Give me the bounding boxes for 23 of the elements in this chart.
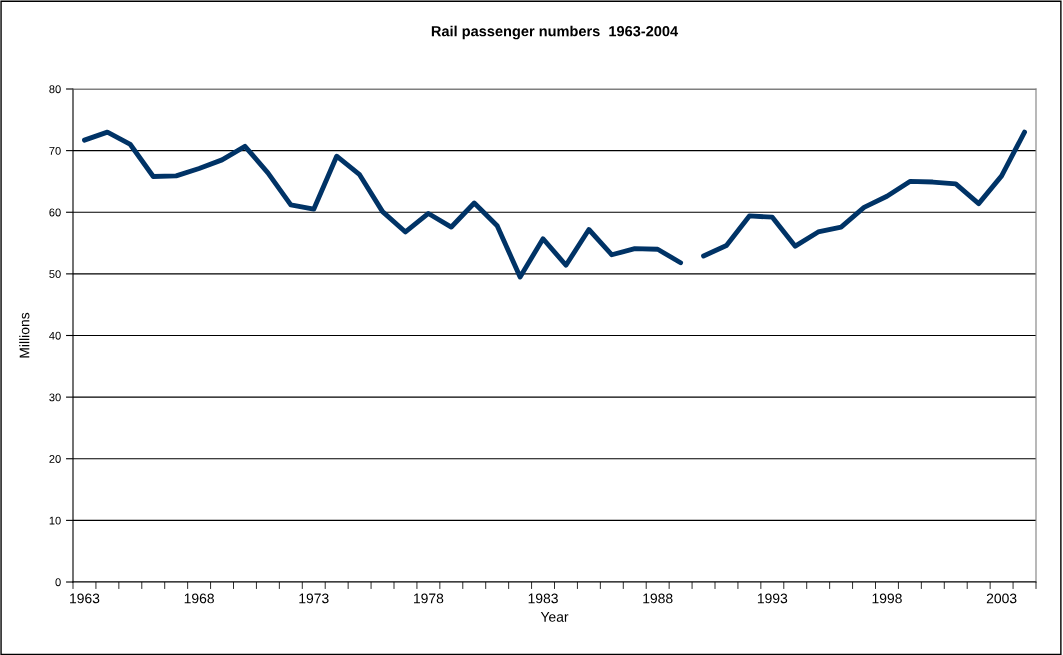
y-tick-label: 50	[49, 270, 61, 279]
x-tick-label: 1988	[643, 593, 673, 604]
x-tick-label: 2003	[986, 593, 1017, 604]
y-tick-label: 10	[49, 516, 61, 525]
x-tick-label: 1973	[299, 593, 329, 604]
x-tick-label: 1993	[757, 593, 788, 604]
x-tick-label: 1998	[872, 593, 902, 604]
x-axis-title: Year	[540, 612, 569, 622]
line-series	[82, 129, 684, 280]
x-tick-label: 1968	[184, 593, 214, 604]
y-tick-label: 30	[49, 393, 61, 402]
y-tick-label: 80	[49, 85, 61, 94]
y-tick-label: 40	[49, 331, 61, 340]
y-tick-label: 0	[55, 578, 61, 587]
x-tick-label: 1983	[528, 593, 558, 604]
chart-title: Rail passenger numbers 1963-2004	[431, 25, 679, 40]
y-tick-label: 20	[49, 455, 61, 463]
y-tick-label: 60	[49, 208, 61, 217]
line-series	[701, 129, 1027, 259]
x-tick-label: 1978	[414, 593, 444, 604]
x-tick-label: 1963	[70, 593, 100, 604]
y-tick-label: 70	[49, 146, 61, 155]
y-axis-title: Millions	[19, 312, 30, 358]
